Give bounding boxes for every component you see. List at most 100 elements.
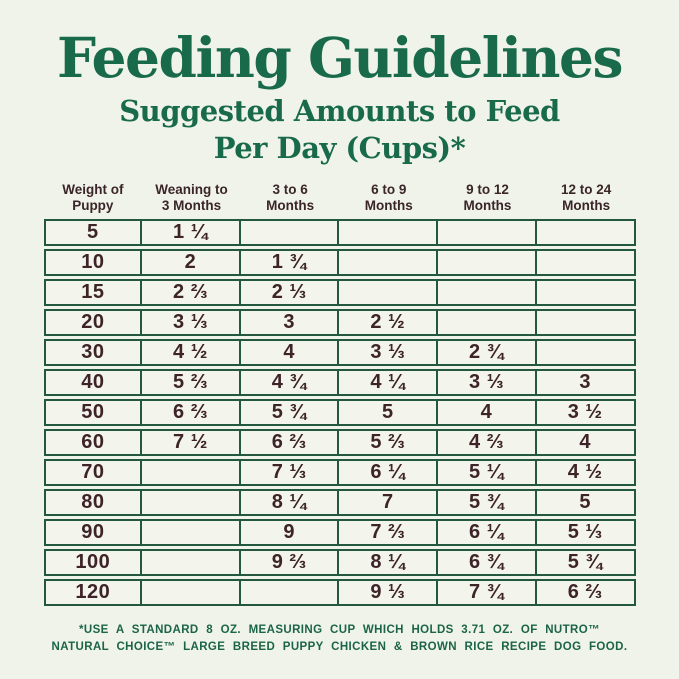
amount-cell: 3: [240, 308, 340, 336]
table-row: 50 6 ⅔ 5 ¾ 5 4 3 ½: [43, 398, 636, 426]
amount-cell: 2 ¾: [438, 338, 537, 366]
amount-cell: [438, 248, 537, 276]
weight-cell: 40: [43, 368, 143, 396]
amount-cell: 7: [339, 488, 439, 516]
amount-cell: [142, 578, 241, 606]
weight-cell: 90: [43, 518, 143, 546]
amount-cell: 4 ½: [536, 458, 636, 486]
amount-cell: 9 ⅓: [339, 578, 439, 606]
amount-cell: [536, 308, 636, 336]
header-row: Weight of Puppy Weaning to 3 Months 3 to 6…: [44, 182, 636, 216]
amount-cell: [438, 308, 537, 336]
amount-cell: 3 ½: [536, 398, 636, 426]
amount-cell: 5 ¾: [240, 398, 340, 426]
amount-cell: 9 ⅔: [240, 548, 340, 576]
feeding-table-body: 5 1 ¼ 10 2 1 ¾ 15 2 ⅔: [43, 218, 636, 606]
amount-cell: 5 ⅔: [142, 368, 241, 396]
footnote-line-2: NATURAL CHOICE™ LARGE BREED PUPPY CHICKE…: [51, 640, 628, 653]
page-subtitle: Suggested Amounts to Feed Per Day (Cups)…: [0, 93, 679, 167]
amount-cell: 5: [339, 398, 439, 426]
footnote: *USE A STANDARD 8 OZ. MEASURING CUP WHIC…: [0, 622, 679, 656]
page-title: Feeding Guidelines: [56, 25, 624, 90]
amount-cell: 4: [240, 338, 340, 366]
weight-cell: 30: [43, 338, 143, 366]
table-row: 40 5 ⅔ 4 ¾ 4 ¼ 3 ⅓ 3: [43, 368, 636, 396]
weight-cell: 15: [43, 278, 143, 306]
amount-cell: 8 ¼: [339, 548, 439, 576]
weight-cell: 20: [43, 308, 143, 336]
amount-cell: 2: [142, 248, 241, 276]
header-12-24mo: 12 to 24 Months: [561, 181, 612, 213]
subtitle-line-2: Per Day (Cups)*: [213, 130, 466, 165]
feeding-table: Weight of Puppy Weaning to 3 Months 3 to 6…: [43, 179, 636, 609]
amount-cell: 5 ⅔: [339, 428, 439, 456]
amount-cell: [142, 488, 241, 516]
amount-cell: 4 ¾: [240, 368, 340, 396]
amount-cell: [339, 218, 439, 246]
amount-cell: 7 ⅔: [339, 518, 439, 546]
amount-cell: 5 ⅓: [536, 518, 636, 546]
amount-cell: [339, 278, 439, 306]
amount-cell: 3 ⅓: [142, 308, 241, 336]
table-row: 30 4 ½ 4 3 ⅓ 2 ¾: [43, 338, 636, 366]
amount-cell: 3: [536, 368, 636, 396]
table-row: 60 7 ½ 6 ⅔ 5 ⅔ 4 ⅔ 4: [43, 428, 636, 456]
amount-cell: 6 ⅔: [240, 428, 340, 456]
weight-cell: 60: [43, 428, 143, 456]
amount-cell: 2 ⅓: [240, 278, 340, 306]
amount-cell: [438, 218, 537, 246]
amount-cell: 5 ¾: [536, 548, 636, 576]
amount-cell: 5: [536, 488, 636, 516]
footnote-line-1: *USE A STANDARD 8 OZ. MEASURING CUP WHIC…: [78, 623, 600, 636]
amount-cell: [536, 248, 636, 276]
amount-cell: 6 ⅔: [142, 398, 241, 426]
amount-cell: 5 ¼: [438, 458, 537, 486]
amount-cell: 2 ½: [339, 308, 439, 336]
amount-cell: [339, 248, 439, 276]
amount-cell: [240, 578, 340, 606]
weight-cell: 5: [43, 218, 143, 246]
table-row: 80 8 ¼ 7 5 ¾ 5: [43, 488, 636, 516]
weight-cell: 50: [43, 398, 143, 426]
amount-cell: 9: [240, 518, 340, 546]
table-row: 5 1 ¼: [43, 218, 636, 246]
amount-cell: 4 ⅔: [438, 428, 537, 456]
amount-cell: 8 ¼: [240, 488, 340, 516]
amount-cell: 1 ¼: [142, 218, 241, 246]
weight-cell: 10: [43, 248, 143, 276]
amount-cell: 1 ¾: [240, 248, 340, 276]
header-weight: Weight of Puppy: [62, 181, 124, 213]
feeding-table-header: Weight of Puppy Weaning to 3 Months 3 to 6…: [44, 182, 636, 216]
amount-cell: [536, 218, 636, 246]
table-row: 90 9 7 ⅔ 6 ¼ 5 ⅓: [43, 518, 636, 546]
amount-cell: 5 ¾: [438, 488, 537, 516]
amount-cell: 2 ⅔: [142, 278, 241, 306]
table-row: 15 2 ⅔ 2 ⅓: [43, 278, 636, 306]
amount-cell: [142, 548, 241, 576]
amount-cell: [438, 278, 537, 306]
feeding-table-wrapper: Weight of Puppy Weaning to 3 Months 3 to 6…: [43, 179, 636, 609]
table-row: 10 2 1 ¾: [43, 248, 636, 276]
amount-cell: 7 ¾: [438, 578, 537, 606]
table-row: 20 3 ⅓ 3 2 ½: [43, 308, 636, 336]
amount-cell: 6 ¾: [438, 548, 537, 576]
weight-cell: 100: [43, 548, 143, 576]
amount-cell: [536, 278, 636, 306]
amount-cell: 4: [536, 428, 636, 456]
weight-cell: 120: [43, 578, 143, 606]
amount-cell: [142, 518, 241, 546]
table-row: 70 7 ⅓ 6 ¼ 5 ¼ 4 ½: [43, 458, 636, 486]
weight-cell: 70: [43, 458, 143, 486]
amount-cell: 6 ¼: [339, 458, 439, 486]
header-3-6mo: 3 to 6 Months: [266, 181, 315, 213]
amount-cell: 4 ½: [142, 338, 241, 366]
amount-cell: [536, 338, 636, 366]
amount-cell: 4: [438, 398, 537, 426]
amount-cell: 6 ⅔: [536, 578, 636, 606]
amount-cell: 3 ⅓: [438, 368, 537, 396]
amount-cell: [240, 218, 340, 246]
amount-cell: 6 ¼: [438, 518, 537, 546]
table-row: 100 9 ⅔ 8 ¼ 6 ¾ 5 ¾: [43, 548, 636, 576]
header-9-12mo: 9 to 12 Months: [463, 181, 512, 213]
